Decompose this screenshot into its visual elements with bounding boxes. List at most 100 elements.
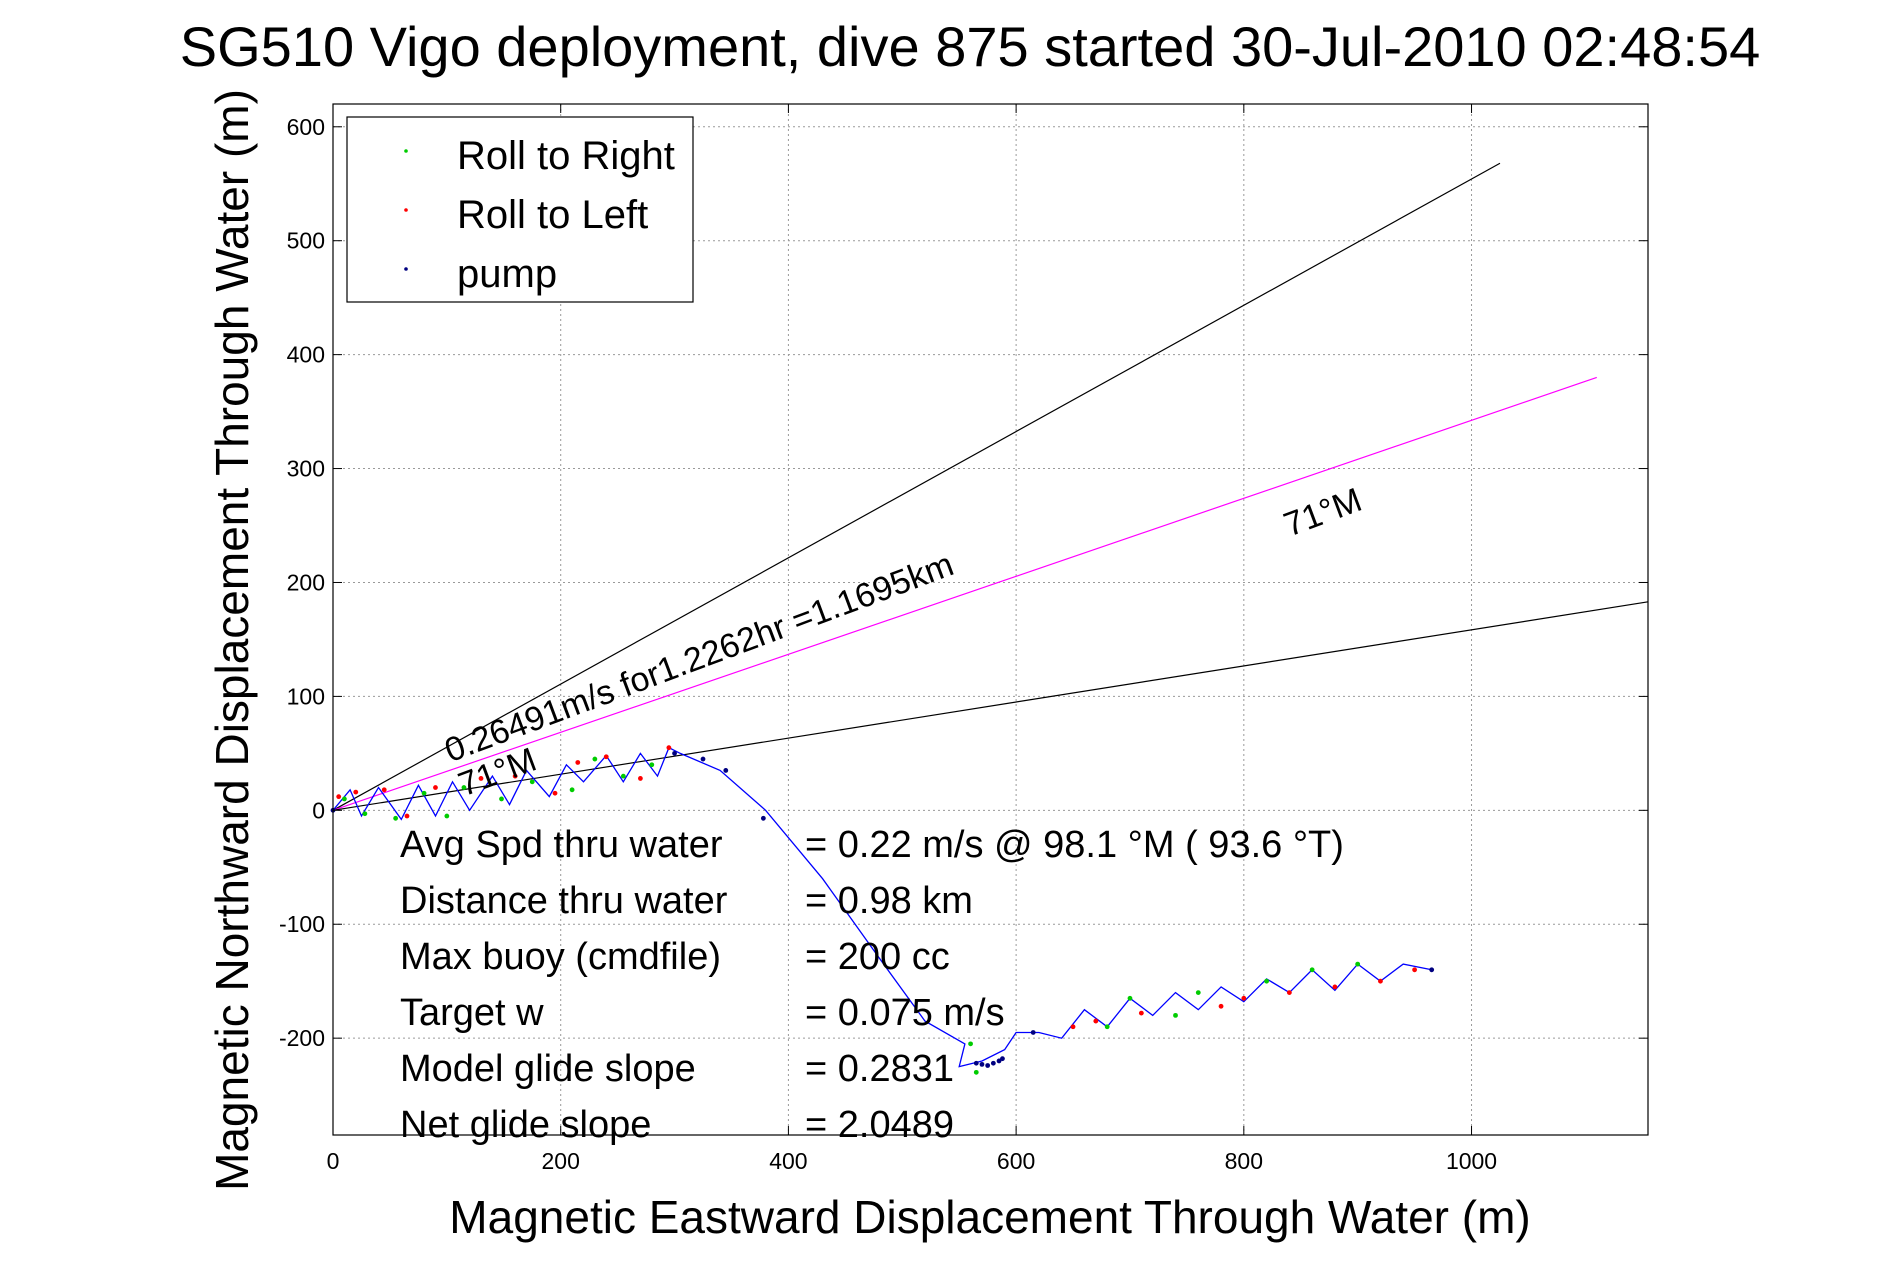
legend: Roll to Right Roll to Left pump <box>346 116 694 303</box>
roll-right-point <box>444 813 450 819</box>
legend-label-roll-right: Roll to Right <box>457 134 675 178</box>
legend-label-roll-left: Roll to Left <box>457 193 648 237</box>
roll-left-point <box>512 773 518 779</box>
pump-point <box>1429 967 1435 973</box>
roll-right-point <box>461 785 467 790</box>
pump-point <box>1030 1030 1036 1035</box>
roll-left-point <box>336 794 342 800</box>
pump-point <box>985 1063 991 1068</box>
roll-left-point <box>1332 984 1338 990</box>
roll-right-point <box>592 756 598 762</box>
roll-right-point <box>362 811 368 817</box>
stat-value: = 2.0489 <box>805 1104 954 1146</box>
roll-right-point <box>620 773 626 779</box>
y-tick-label: -100 <box>279 911 325 937</box>
legend-marker-pump <box>404 267 408 271</box>
glider-track <box>332 746 1432 1068</box>
x-tick-label: 600 <box>997 1148 1035 1174</box>
y-tick-label: 500 <box>287 228 325 254</box>
pump-point <box>990 1060 996 1066</box>
x-tick-label: 1000 <box>1446 1148 1497 1174</box>
roll-right-point <box>649 762 655 768</box>
roll-left-point <box>1412 967 1418 973</box>
stat-value: = 0.98 km <box>805 880 973 922</box>
pump-point <box>1000 1056 1005 1062</box>
roll-right-point <box>1309 967 1315 973</box>
roll-left-point <box>381 787 387 793</box>
mean-heading-line <box>332 376 1597 811</box>
pump-point <box>760 815 766 821</box>
x-tick-label: 400 <box>769 1148 807 1174</box>
stat-label: Net glide slope <box>400 1104 651 1146</box>
roll-right-point <box>341 796 347 802</box>
roll-right-point <box>569 787 575 793</box>
roll-right-point <box>1127 995 1133 1001</box>
axes-frame <box>332 103 1649 1136</box>
roll-right-point <box>1104 1024 1110 1030</box>
pump-point <box>979 1061 985 1067</box>
lower-heading-line <box>332 601 1649 811</box>
roll-right-point <box>393 815 399 821</box>
roll-left-point <box>1286 990 1292 995</box>
upper-heading-line <box>332 162 1501 811</box>
roll-left-point <box>603 754 609 760</box>
roll-left-point <box>666 745 672 751</box>
y-axis-label: Magnetic Northward Displacement Through … <box>206 89 258 1191</box>
stat-label: Max buoy (cmdfile) <box>400 936 721 978</box>
pump-point <box>723 768 729 773</box>
stat-label: Model glide slope <box>400 1048 696 1090</box>
legend-marker-roll-right <box>404 149 408 153</box>
stat-label: Distance thru water <box>400 880 728 922</box>
y-tick-label: 400 <box>287 342 325 368</box>
roll-left-point <box>1093 1018 1099 1024</box>
stat-label: Avg Spd thru water <box>400 824 723 866</box>
roll-right-point <box>529 779 535 785</box>
pump-point <box>672 750 677 756</box>
roll-right-point <box>968 1041 973 1047</box>
roll-right-point <box>499 796 504 802</box>
roll-right-point <box>1195 990 1201 995</box>
roll-left-point <box>552 790 558 796</box>
roll-left-point <box>433 785 438 790</box>
stat-value: = 0.2831 <box>805 1048 954 1090</box>
pump-point <box>996 1058 1002 1064</box>
stats-block: Avg Spd thru water = 0.22 m/s @ 98.1 °M (… <box>400 824 1344 1146</box>
roll-left-point <box>478 776 484 781</box>
pump-point <box>973 1060 979 1066</box>
y-tick-label: 0 <box>312 797 325 823</box>
stat-value: = 0.075 m/s <box>805 992 1005 1034</box>
y-tick-label: 200 <box>287 569 325 595</box>
roll-left-point <box>353 789 359 795</box>
y-tick-label: 300 <box>287 456 325 482</box>
legend-marker-roll-left <box>404 208 408 212</box>
roll-left-point <box>575 760 581 765</box>
stat-value: = 0.22 m/s @ 98.1 °M ( 93.6 °T) <box>805 824 1344 866</box>
ticks: 0 200 400 600 800 10006005004003002001000-100… <box>279 104 1648 1174</box>
x-axis-label: Magnetic Eastward Displacement Through W… <box>449 1191 1530 1243</box>
roll-right-point <box>1355 961 1361 967</box>
roll-left-point <box>1218 1003 1224 1009</box>
roll-left-point <box>638 776 643 781</box>
track-layer <box>332 746 1432 1068</box>
stat-label: Target w <box>400 992 544 1034</box>
x-tick-label: 200 <box>542 1148 580 1174</box>
roll-right-point <box>421 790 427 796</box>
y-tick-label: -200 <box>279 1025 325 1051</box>
pump-point <box>700 756 706 762</box>
roll-left-point <box>1070 1024 1076 1030</box>
chart-title: SG510 Vigo deployment, dive 875 started … <box>180 15 1761 78</box>
roll-right-point <box>1173 1012 1178 1018</box>
roll-left-point <box>1138 1010 1144 1016</box>
roll-left-point <box>404 813 410 819</box>
roll-left-point <box>1241 995 1247 1001</box>
stat-value: = 200 cc <box>805 936 950 978</box>
reference-lines <box>332 162 1649 811</box>
roll-right-point <box>973 1069 979 1075</box>
x-tick-label: 800 <box>1225 1148 1263 1174</box>
y-tick-label: 100 <box>287 683 325 709</box>
roll-left-point <box>1378 978 1383 984</box>
x-tick-label: 0 <box>327 1148 340 1174</box>
y-tick-label: 600 <box>287 114 325 140</box>
roll-right-point <box>1264 978 1269 984</box>
